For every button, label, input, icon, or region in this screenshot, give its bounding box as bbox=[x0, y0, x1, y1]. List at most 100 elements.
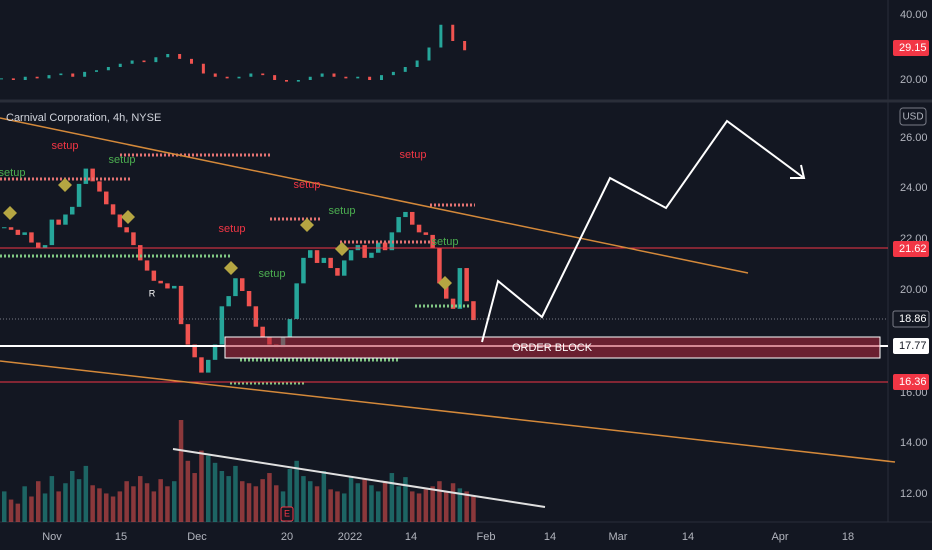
candle bbox=[321, 257, 327, 263]
marker-e: E bbox=[284, 508, 290, 518]
candle bbox=[76, 183, 82, 207]
volume-bar bbox=[253, 486, 259, 522]
candle bbox=[335, 268, 340, 276]
overview-candle bbox=[296, 80, 300, 82]
candle bbox=[206, 359, 211, 373]
volume-bar bbox=[342, 493, 347, 522]
volume-bar bbox=[144, 483, 150, 522]
volume-bar bbox=[430, 486, 435, 522]
overview-pane bbox=[0, 24, 467, 82]
volume-bar bbox=[308, 481, 313, 522]
time-label: Feb bbox=[477, 531, 496, 543]
volume-bar bbox=[267, 473, 272, 522]
volume-bar bbox=[260, 479, 265, 522]
time-label: 18 bbox=[842, 531, 854, 543]
time-label: 20 bbox=[281, 531, 293, 543]
candle bbox=[15, 229, 21, 235]
symbol-title: Carnival Corporation, 4h, NYSE bbox=[6, 112, 161, 124]
candle bbox=[294, 283, 299, 320]
candle bbox=[63, 214, 68, 225]
volume-bar bbox=[328, 489, 333, 522]
badge-bg bbox=[893, 241, 929, 257]
time-axis: Nov 15 Dec 20 2022 14 Feb 14 Mar 14 Apr … bbox=[42, 531, 854, 543]
candle bbox=[308, 250, 313, 258]
volume-bar bbox=[287, 468, 293, 522]
overview-candle bbox=[391, 71, 395, 76]
candle bbox=[138, 245, 143, 261]
candle bbox=[90, 168, 95, 182]
overview-candle bbox=[451, 24, 455, 41]
volume-bar bbox=[138, 476, 143, 522]
signal-diamonds bbox=[3, 178, 452, 290]
overview-candle bbox=[71, 73, 75, 77]
candle bbox=[104, 191, 109, 205]
badge-bg bbox=[892, 310, 930, 328]
overview-candle bbox=[415, 60, 419, 67]
candle bbox=[151, 270, 157, 281]
candle bbox=[117, 214, 123, 228]
volume-pane bbox=[2, 420, 476, 522]
setup-label: setup bbox=[259, 268, 286, 280]
overview-candle bbox=[332, 73, 336, 77]
overview-candle bbox=[154, 57, 158, 63]
projection-arrowhead bbox=[790, 164, 806, 179]
volume-bar bbox=[416, 493, 422, 522]
diamond bbox=[3, 206, 17, 220]
volume-bar bbox=[246, 483, 252, 522]
badge-text: 29.15 bbox=[899, 42, 927, 54]
volume-bar bbox=[423, 489, 429, 522]
candle bbox=[70, 206, 75, 215]
overview-candle bbox=[249, 73, 253, 77]
overview-candle bbox=[130, 60, 134, 64]
volume-bar bbox=[56, 491, 61, 522]
candle bbox=[124, 227, 129, 233]
time-label: 15 bbox=[115, 531, 127, 543]
volume-bar bbox=[42, 493, 48, 522]
volume-bar bbox=[219, 471, 225, 522]
overview-candle bbox=[0, 78, 3, 80]
diamond bbox=[224, 261, 238, 275]
candle bbox=[416, 224, 422, 233]
candle bbox=[219, 306, 225, 345]
volume-bar bbox=[90, 485, 95, 522]
candle bbox=[301, 257, 306, 284]
setup-label: setup bbox=[400, 149, 427, 161]
time-label: Mar bbox=[609, 531, 628, 543]
volume-bar bbox=[314, 486, 320, 522]
diamond bbox=[300, 218, 314, 232]
volume-bar bbox=[396, 486, 401, 522]
candle bbox=[260, 326, 265, 337]
badge-text: 17.77 bbox=[899, 340, 927, 352]
candle bbox=[430, 234, 435, 248]
marker-e-box bbox=[280, 506, 294, 522]
overview-candle bbox=[142, 60, 146, 63]
volume-bar bbox=[124, 481, 129, 522]
setup-label: setup bbox=[52, 140, 79, 152]
setup-label: setup bbox=[294, 179, 321, 191]
candle bbox=[185, 324, 191, 345]
overview-candle bbox=[308, 76, 312, 80]
volume-bar bbox=[240, 481, 245, 522]
candle bbox=[158, 280, 163, 284]
candle bbox=[226, 296, 231, 307]
candle bbox=[348, 250, 354, 261]
volume-bar bbox=[471, 496, 476, 522]
overview-candle bbox=[356, 76, 360, 79]
candle bbox=[437, 247, 442, 284]
overview-candle bbox=[368, 76, 372, 80]
overview-candle bbox=[106, 67, 110, 71]
diamond bbox=[121, 210, 135, 224]
time-label: Apr bbox=[771, 531, 788, 543]
candle bbox=[192, 344, 197, 358]
candle bbox=[369, 252, 374, 258]
volume-bar bbox=[369, 485, 374, 522]
price-badge: 18.86 bbox=[892, 310, 930, 328]
candle bbox=[199, 357, 204, 373]
volume-bar bbox=[158, 479, 163, 522]
setup-label: setup bbox=[0, 167, 25, 179]
volume-bar bbox=[376, 491, 381, 522]
overview-axis-label: 40.00 bbox=[900, 9, 928, 21]
time-label: 14 bbox=[682, 531, 694, 543]
